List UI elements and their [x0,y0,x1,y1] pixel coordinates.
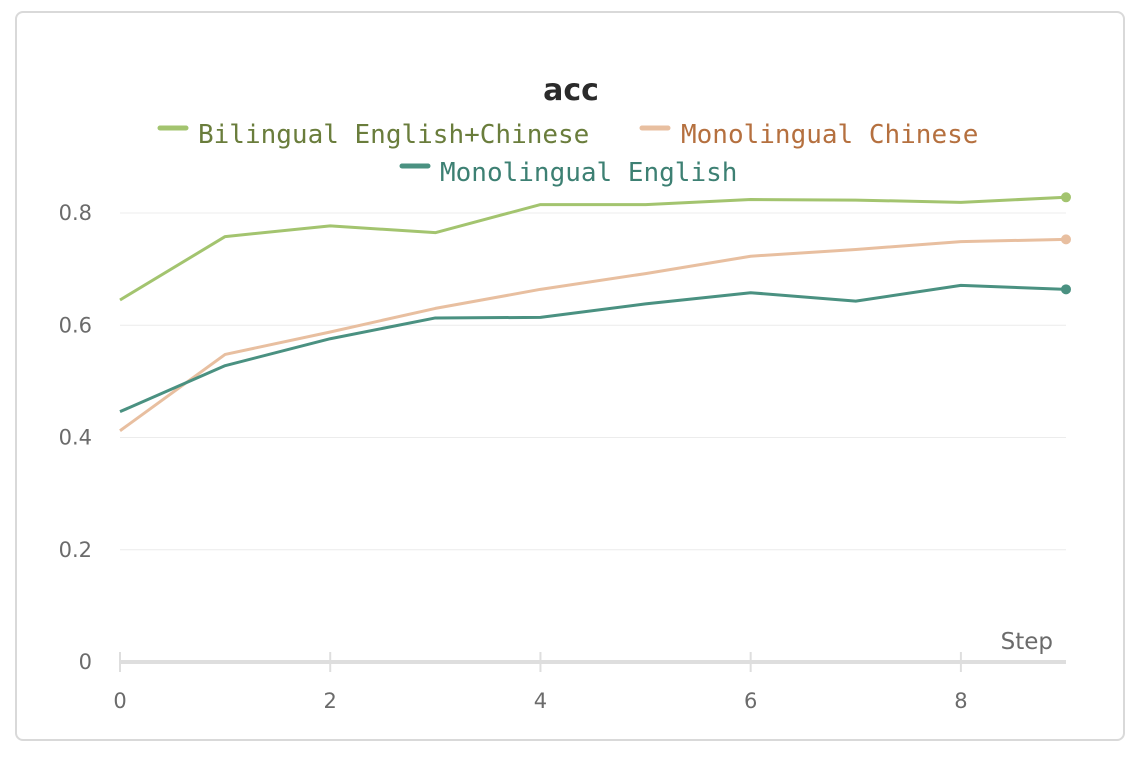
legend-label-mono-chinese: Monolingual Chinese [681,120,978,150]
y-tick-label: 0.4 [59,426,92,450]
grid [120,212,1066,551]
legend-item-mono-english[interactable]: Monolingual English [399,158,737,188]
x-tick-label: 2 [324,689,337,713]
x-tick-label: 0 [113,689,126,713]
y-tick-label: 0.6 [59,313,92,337]
x-tick-label: 6 [744,689,757,713]
y-tick-label: 0 [79,650,92,674]
series-group [119,192,1071,432]
series-end-point-2[interactable] [1061,284,1071,295]
legend-label-bilingual: Bilingual English+Chinese [198,120,589,150]
x-axis-title: Step [1001,629,1053,655]
series-end-point-0[interactable] [1061,192,1071,203]
series-line-0[interactable] [119,195,1067,302]
x-tick-label: 8 [954,689,967,713]
legend-label-mono-english: Monolingual English [440,158,737,188]
y-tick-label: 0.8 [59,201,92,225]
series-line-1[interactable] [119,237,1067,432]
x-tick-label: 4 [534,689,547,713]
y-axis: 0 0.2 0.4 0.6 0.8 [59,201,92,674]
legend-item-bilingual[interactable]: Bilingual English+Chinese [157,120,589,150]
series-line-2[interactable] [119,283,1067,414]
legend: Bilingual English+Chinese Monolingual Ch… [157,120,978,188]
series-end-point-1[interactable] [1061,234,1071,245]
x-axis: 0 2 4 6 8 [113,652,1066,713]
legend-item-mono-chinese[interactable]: Monolingual Chinese [639,120,978,150]
chart-title: acc [543,73,599,108]
y-tick-label: 0.2 [59,538,92,562]
